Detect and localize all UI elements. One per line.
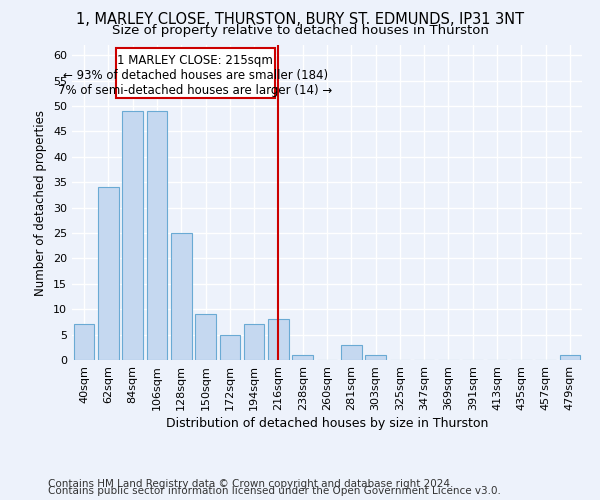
Bar	[365, 355, 386, 360]
Bar	[116, 48, 275, 98]
Text: Contains HM Land Registry data © Crown copyright and database right 2024.: Contains HM Land Registry data © Crown c…	[48, 479, 454, 489]
Bar	[146, 111, 167, 360]
Bar	[244, 324, 265, 360]
Text: Contains public sector information licensed under the Open Government Licence v3: Contains public sector information licen…	[48, 486, 501, 496]
Text: 1, MARLEY CLOSE, THURSTON, BURY ST. EDMUNDS, IP31 3NT: 1, MARLEY CLOSE, THURSTON, BURY ST. EDMU…	[76, 12, 524, 28]
Bar	[560, 355, 580, 360]
Bar	[171, 233, 191, 360]
Bar	[74, 324, 94, 360]
Text: Size of property relative to detached houses in Thurston: Size of property relative to detached ho…	[112, 24, 488, 37]
Bar	[98, 188, 119, 360]
Bar	[341, 345, 362, 360]
Bar	[220, 334, 240, 360]
Text: 1 MARLEY CLOSE: 215sqm: 1 MARLEY CLOSE: 215sqm	[118, 54, 273, 66]
X-axis label: Distribution of detached houses by size in Thurston: Distribution of detached houses by size …	[166, 417, 488, 430]
Bar	[292, 355, 313, 360]
Bar	[122, 111, 143, 360]
Bar	[268, 320, 289, 360]
Y-axis label: Number of detached properties: Number of detached properties	[34, 110, 47, 296]
Bar	[195, 314, 216, 360]
Text: 7% of semi-detached houses are larger (14) →: 7% of semi-detached houses are larger (1…	[58, 84, 332, 97]
Text: ← 93% of detached houses are smaller (184): ← 93% of detached houses are smaller (18…	[62, 69, 328, 82]
